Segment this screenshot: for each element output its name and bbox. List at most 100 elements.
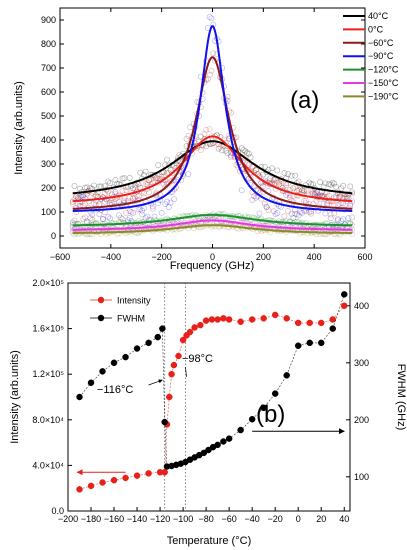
panel-a-data-point xyxy=(128,208,135,215)
panel-a-fit-line-−90°C xyxy=(72,25,353,212)
legend-a-label: −190°C xyxy=(368,91,399,101)
panel-a-y-tick-label: 200 xyxy=(41,183,56,193)
annotation-minus-98: −98°C xyxy=(182,353,213,365)
panel-b-marker-FWHM xyxy=(161,418,168,426)
panel-a-y-tick-label: 100 xyxy=(41,207,56,217)
panel-b-marker-Intensity xyxy=(208,316,216,323)
panel-a-data-point xyxy=(288,210,295,217)
panel-a-data-point xyxy=(178,153,185,160)
panel-a-data-point xyxy=(261,179,268,185)
panel-a-data-point xyxy=(304,230,311,237)
panel-a-data-point xyxy=(295,219,302,225)
panel-a-data-point xyxy=(253,194,259,201)
panel-a-data-point xyxy=(221,211,227,217)
panel-a-data-point xyxy=(349,214,355,221)
panel-a-data-point xyxy=(91,200,97,207)
panel-a-data-point xyxy=(82,184,89,191)
panel-a-data-point xyxy=(142,168,149,175)
panel-a-data-point xyxy=(299,187,306,194)
panel-a-data-point xyxy=(349,231,355,238)
panel-a-data-point xyxy=(124,219,131,225)
panel-a-data-point xyxy=(75,221,81,227)
panel-a-data-point xyxy=(165,180,172,187)
panel-a-data-point xyxy=(165,162,172,169)
legend-a-label: −60°C xyxy=(368,38,394,48)
panel-b-marker-Intensity xyxy=(110,476,118,484)
panel-a-data-point xyxy=(267,177,274,184)
panel-a-data-point xyxy=(272,211,279,218)
panel-a-data-point xyxy=(228,152,234,159)
panel-a-data-point xyxy=(304,188,311,194)
panel-b-marker-FWHM xyxy=(340,291,348,298)
panel-b-marker-FWHM xyxy=(214,441,221,449)
panel-b-right-y-axis-label: FWHM (GHz) xyxy=(395,364,407,431)
panel-b-marker-FWHM xyxy=(225,435,233,442)
panel-a-data-point xyxy=(126,215,133,221)
panel-a-data-point xyxy=(247,174,254,181)
panel-b-marker-Intensity xyxy=(87,482,95,490)
panel-a-data-point xyxy=(121,199,128,206)
panel-a-data-point xyxy=(345,191,352,198)
panel-a-data-point xyxy=(187,124,194,131)
panel-a-data-point xyxy=(281,170,288,176)
panel-a-data-point xyxy=(167,167,174,174)
panel-b-marker-Intensity xyxy=(133,472,141,479)
panel-a-data-point xyxy=(265,207,272,213)
panel-a-data-point xyxy=(306,179,313,186)
panel-a-fit-line-−60°C xyxy=(72,56,353,210)
panel-a-data-point xyxy=(165,204,172,211)
panel-a-data-point xyxy=(199,213,206,220)
panel-a-data-point xyxy=(219,147,226,154)
panel-b-label: (b) xyxy=(256,401,285,428)
panel-b-marker-Intensity xyxy=(306,319,313,327)
panel-a-data-point xyxy=(153,175,160,182)
panel-b-x-tick-label: −60 xyxy=(222,514,237,524)
panel-b-marker-FWHM xyxy=(317,339,325,347)
panel-a-data-point xyxy=(224,224,231,231)
panel-a-data-point xyxy=(149,203,156,210)
panel-b-marker-FWHM xyxy=(306,339,313,347)
panel-a-data-point xyxy=(299,187,306,194)
panel-a-x-tick-label: 0 xyxy=(210,252,215,262)
panel-a-data-point xyxy=(82,214,89,221)
panel-a-y-axis-label: Intensity (arb.units) xyxy=(13,81,25,175)
panel-a-data-point xyxy=(203,143,210,150)
panel-a-data-point xyxy=(206,71,213,78)
panel-a-data-point xyxy=(130,209,137,216)
panel-b-marker-Intensity xyxy=(186,328,194,336)
legend-b-label: Intensity xyxy=(117,296,151,306)
panel-a-data-point xyxy=(116,230,122,237)
panel-a-data-point xyxy=(135,193,142,200)
panel-a-data-point xyxy=(235,212,242,219)
panel-a-data-point xyxy=(334,217,341,224)
panel-a-data-point xyxy=(301,188,307,194)
panel-a-data-point xyxy=(197,213,204,220)
panel-a-data-point xyxy=(151,213,158,220)
panel-a-data-point xyxy=(253,166,259,173)
panel-a-x-tick-label: −600 xyxy=(50,252,70,262)
panel-a-data-point xyxy=(76,199,83,206)
panel-a-data-point xyxy=(322,220,329,227)
panel-a-data-point xyxy=(126,175,133,181)
panel-b-marker-FWHM xyxy=(220,438,227,445)
panel-a-data-point xyxy=(272,180,279,187)
panel-b-marker-Intensity xyxy=(161,468,168,476)
panel-a-data-point xyxy=(253,167,259,174)
panel-a-data-point xyxy=(132,194,138,201)
panel-a-data-point xyxy=(295,224,302,231)
panel-a-data-point xyxy=(333,195,339,202)
panel-a-data-point xyxy=(295,212,302,219)
panel-a-data-point xyxy=(100,194,106,201)
panel-a-fit-line-−150°C xyxy=(72,219,353,231)
panel-b-marker-Intensity xyxy=(175,352,182,360)
panel-a-data-point xyxy=(206,216,213,222)
panel-b-x-tick-label: 40 xyxy=(339,514,349,524)
panel-a-data-point xyxy=(263,204,270,211)
panel-a-data-point xyxy=(313,189,320,196)
panel-b-right-y-tick-label: 100 xyxy=(354,472,369,482)
legend-a-label: 40°C xyxy=(368,11,389,21)
panel-a-data-point xyxy=(149,171,156,178)
panel-a-data-point xyxy=(132,185,138,192)
panel-a-data-point xyxy=(71,231,78,238)
panel-b-marker-Intensity xyxy=(317,319,325,327)
